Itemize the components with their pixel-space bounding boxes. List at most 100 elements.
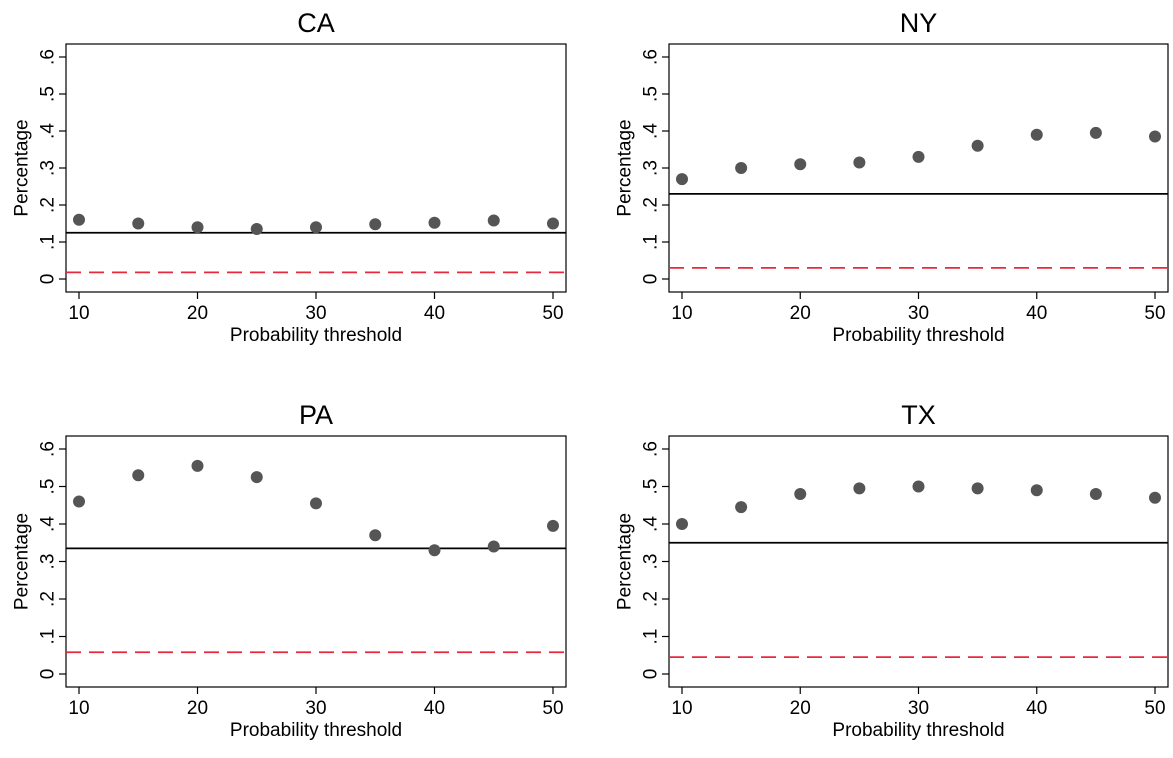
y-tick-label: .2 [641,591,662,607]
y-tick-label: 0 [641,274,662,285]
y-tick-label: .5 [38,86,59,102]
data-point [369,218,382,231]
y-axis-label: Percentage [615,119,636,216]
x-axis-label: Probability threshold [230,325,402,346]
y-tick-label: .1 [38,234,59,250]
data-point [428,216,441,229]
x-tick-label: 10 [671,303,692,324]
chart-panel: CA 10 20 30 40 50 0 .1 .2 .3 .4 .5 .6 Probability thr… [12,8,567,346]
x-axis-label: Probability threshold [230,720,402,741]
data-point [912,150,925,163]
data-point [191,221,204,234]
data-point [912,480,925,493]
data-point [735,501,748,514]
y-tick-label: .6 [38,49,59,65]
data-point [191,459,204,472]
data-point [428,544,441,557]
data-point [73,213,85,226]
data-point [794,158,807,171]
data-point [853,482,866,495]
data-point [676,173,688,186]
y-tick-label: .1 [641,629,662,645]
plot-frame [65,43,567,293]
y-tick-label: .2 [38,197,59,213]
data-point [132,217,145,230]
x-tick-label: 10 [68,698,89,719]
y-tick-label: .6 [641,441,662,457]
y-tick-label: .2 [641,197,662,213]
x-tick-label: 50 [542,303,563,324]
data-point [310,497,322,510]
data-point [971,482,984,495]
y-tick-label: .1 [38,629,59,645]
chart-title: PA [299,400,333,430]
y-axis-label: Percentage [12,513,33,610]
data-point [369,529,382,542]
x-tick-label: 20 [790,698,811,719]
data-point [1089,488,1102,500]
plot-frame [668,435,1169,688]
y-tick-label: .4 [641,123,662,139]
y-tick-label: .3 [38,160,59,176]
y-tick-label: 0 [641,669,662,680]
data-point [1030,128,1043,141]
y-tick-label: .4 [641,516,662,532]
data-point [1149,491,1161,504]
x-tick-label: 40 [424,303,445,324]
x-tick-label: 30 [908,698,929,719]
data-point [547,217,559,230]
y-tick-label: .5 [641,86,662,102]
y-tick-label: .5 [38,479,59,495]
y-tick-label: .3 [641,554,662,570]
chart-title: TX [901,400,936,430]
y-tick-label: .2 [38,591,59,607]
x-tick-label: 30 [305,698,326,719]
y-tick-label: .1 [641,234,662,250]
chart-panel: PA 10 20 30 40 50 0 .1 .2 .3 .4 .5 .6 Probability thr… [12,400,567,741]
data-point [250,223,263,236]
x-axis-label: Probability threshold [832,720,1004,741]
x-axis-label: Probability threshold [832,325,1004,346]
y-axis-label: Percentage [12,119,33,216]
x-tick-label: 50 [1144,698,1165,719]
y-tick-label: .3 [38,554,59,570]
y-tick-label: 0 [38,669,59,680]
data-point [250,471,263,484]
y-axis-label: Percentage [615,513,636,610]
y-tick-label: .6 [38,441,59,457]
x-tick-label: 40 [1026,698,1047,719]
data-point [1149,130,1161,143]
x-tick-label: 10 [671,698,692,719]
data-point [73,495,85,508]
data-point [676,518,688,530]
y-tick-label: .3 [641,160,662,176]
x-tick-label: 50 [1144,303,1165,324]
chart-title: NY [900,8,938,38]
chart-title: CA [297,8,335,38]
data-point [853,156,866,169]
chart-panel: TX 10 20 30 40 50 0 .1 .2 .3 .4 .5 .6 Probability thr… [615,400,1169,741]
x-tick-label: 10 [68,303,89,324]
x-tick-label: 50 [542,698,563,719]
data-point [310,221,322,234]
y-tick-label: .4 [38,516,59,532]
data-point [971,139,984,152]
data-point [1089,126,1102,139]
y-tick-label: 0 [38,274,59,285]
y-tick-label: .4 [38,123,59,139]
x-tick-label: 40 [1026,303,1047,324]
data-point [487,540,500,553]
data-point [794,488,807,500]
x-tick-label: 30 [305,303,326,324]
x-tick-label: 20 [187,698,208,719]
y-tick-label: .6 [641,49,662,65]
data-point [1030,484,1043,497]
x-tick-label: 20 [790,303,811,324]
data-point [487,214,500,227]
data-point [132,469,145,482]
y-tick-label: .5 [641,479,662,495]
x-tick-label: 40 [424,698,445,719]
data-point [735,162,748,174]
